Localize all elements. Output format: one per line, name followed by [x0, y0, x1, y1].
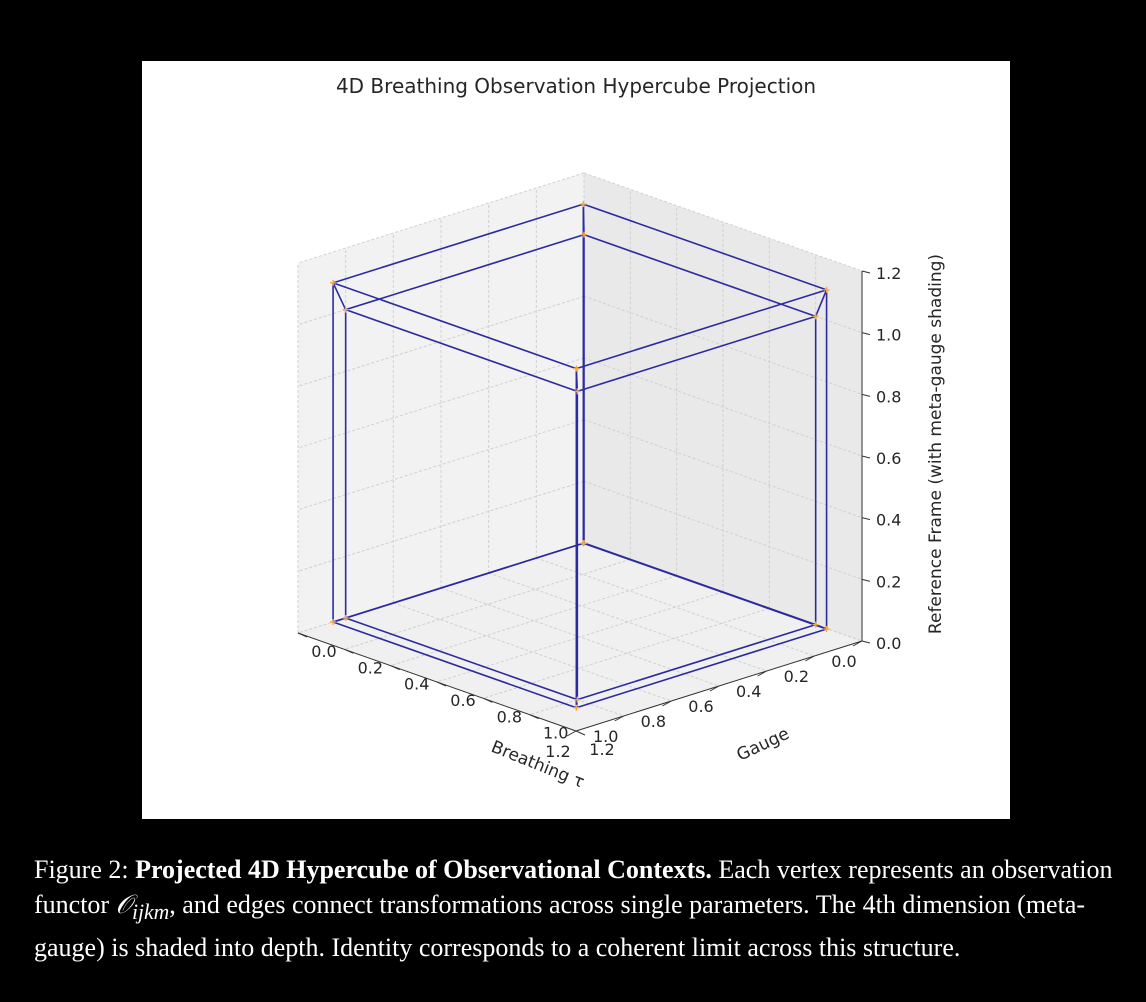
y-tick-label: 0.8	[497, 707, 522, 726]
y-tick	[436, 681, 447, 687]
hypercube-edge	[582, 204, 585, 235]
z-tick	[861, 578, 871, 582]
y-tick-label: 0.2	[358, 658, 383, 677]
y-tick-label: 0.4	[404, 675, 429, 694]
hypercube-vertex	[580, 201, 587, 208]
hypercube-edge	[345, 617, 578, 701]
z-tick-label: 0.6	[876, 449, 901, 468]
hypercube-edge	[332, 282, 577, 370]
y-tick	[390, 665, 400, 671]
hypercube-edge	[583, 233, 816, 318]
z-tick-label: 0.0	[876, 634, 901, 653]
x-tick	[662, 700, 672, 707]
y-tick	[344, 648, 354, 654]
y-tick	[297, 632, 308, 638]
x-tick	[805, 655, 815, 662]
caption-text-part1: Each vertex represents an observation fu…	[34, 855, 1113, 919]
hypercube-edge	[576, 628, 827, 709]
hypercube-vertex	[342, 306, 349, 313]
hypercube-vertex	[812, 621, 819, 628]
x-tick-label: 0.2	[784, 667, 809, 686]
hypercube-vertex	[823, 626, 830, 632]
axis-panes	[298, 173, 862, 731]
z-tick	[861, 270, 871, 274]
hypercube-edge	[583, 203, 827, 291]
z-tick	[861, 640, 871, 644]
hypercube-edge	[332, 282, 347, 311]
y-axis-label: Gauge	[734, 724, 793, 766]
hypercube-vertex	[812, 313, 819, 320]
z-tick-label: 1.0	[876, 326, 901, 345]
x-tick	[566, 730, 577, 737]
axis-ticks	[297, 270, 871, 737]
x-tick	[709, 685, 720, 692]
y-tick-label: 1.2	[589, 740, 614, 759]
hypercube-edge	[332, 203, 584, 284]
hypercube-edge	[814, 289, 828, 317]
x-axis-label: Breathing τ	[488, 737, 587, 792]
chart-title: 4D Breathing Observation Hypercube Proje…	[335, 74, 817, 98]
hypercube-edge	[345, 308, 578, 393]
hypercube-edge	[576, 289, 827, 370]
hypercube-vertex	[330, 279, 337, 286]
y-tick	[483, 697, 493, 703]
x-tick-label: 0.6	[688, 697, 713, 716]
x-tick-label: 0.4	[736, 682, 761, 701]
z-tick	[861, 517, 871, 521]
hypercube-edge	[577, 315, 816, 393]
figure-caption: Figure 2: Projected 4D Hypercube of Obse…	[34, 852, 1124, 965]
hypercube-edge	[577, 623, 816, 701]
hypercube-edge	[583, 542, 827, 630]
caption-symbol: 𝒪	[115, 890, 132, 919]
hypercube-edge	[332, 542, 584, 623]
hypercube-vertex	[574, 388, 581, 395]
y-tick	[529, 714, 539, 720]
x-tick-label: 1.0	[593, 727, 618, 746]
caption-figure-label: Figure 2:	[34, 855, 129, 884]
hypercube-edge	[332, 621, 577, 709]
caption-subscript: ijkm	[131, 900, 170, 925]
y-tick	[575, 730, 586, 736]
x-tick-label: 0.0	[831, 652, 856, 671]
x-tick	[852, 640, 863, 647]
hypercube-edges	[332, 203, 828, 709]
x-tick	[614, 715, 624, 722]
hypercube-vertex	[573, 365, 580, 372]
hypercube-edge	[575, 368, 579, 392]
z-tick	[861, 455, 871, 459]
tick-labels: 0.00.20.40.60.81.01.20.00.20.40.60.81.01…	[311, 264, 901, 761]
hypercube-3d-plot: 0.00.20.40.60.81.01.20.00.20.40.60.81.01…	[297, 172, 946, 793]
z-tick	[861, 332, 871, 336]
figure-panel: 0.0 0.2 0.4 0.6 0.8 1.0 1.2 0.0 0.2 0.4 0.6 0.8 1.0 1…	[142, 61, 1010, 819]
x-tick	[757, 670, 767, 677]
hypercube-vertex	[330, 619, 337, 625]
caption-text-part2: , and edges connect transformations acro…	[34, 890, 1086, 963]
hypercube-vertex	[581, 231, 587, 238]
z-tick-label: 0.2	[876, 572, 901, 591]
y-tick-label: 1.0	[543, 724, 568, 743]
hypercube-edge	[345, 233, 585, 311]
x-tick-label: 1.2	[545, 742, 570, 761]
z-tick-label: 0.8	[876, 387, 901, 406]
z-tick	[861, 393, 871, 397]
y-tick-label: 0.6	[450, 691, 475, 710]
x-tick-label: 0.8	[641, 712, 666, 731]
z-axis-label: Reference Frame (with meta-gauge shading…	[926, 254, 946, 634]
z-tick-label: 0.4	[876, 511, 901, 530]
y-tick-label: 0.0	[311, 642, 336, 661]
hypercube-vertices	[330, 201, 830, 711]
caption-bold-title: Projected 4D Hypercube of Observational …	[135, 855, 712, 884]
hypercube-edge	[815, 623, 827, 630]
hypercube-vertex	[823, 286, 830, 293]
hypercube-vertex	[580, 540, 587, 547]
hypercube-vertex	[574, 696, 581, 703]
z-tick-label: 1.2	[876, 264, 901, 283]
hypercube-vertex	[342, 615, 349, 621]
hypercube-vertex	[573, 704, 580, 711]
gridline	[583, 172, 863, 272]
